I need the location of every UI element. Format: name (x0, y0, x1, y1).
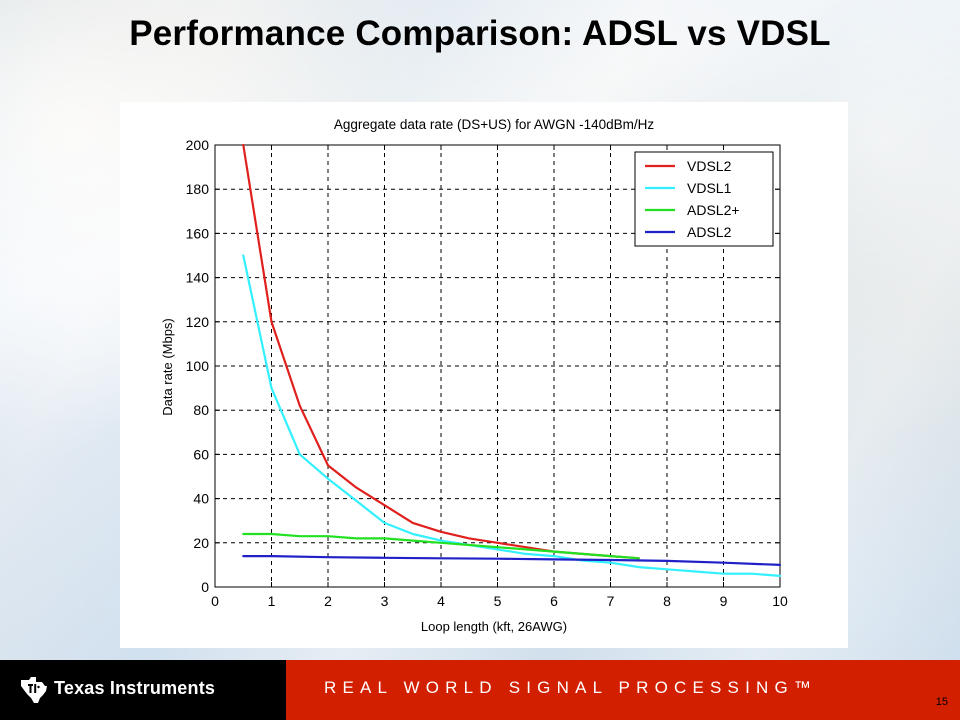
footer-slogan-area: REAL WORLD SIGNAL PROCESSING™ 15 (286, 660, 960, 720)
y-tick-label: 0 (201, 579, 209, 595)
legend-label: ADSL2+ (687, 202, 740, 218)
data-rate-chart: Aggregate data rate (DS+US) for AWGN -14… (120, 102, 848, 648)
x-axis-label: Loop length (kft, 26AWG) (421, 619, 567, 634)
x-tick-label: 5 (494, 593, 502, 609)
x-tick-label: 6 (550, 593, 558, 609)
x-tick-label: 4 (437, 593, 445, 609)
x-tick-label: 7 (607, 593, 615, 609)
y-tick-label: 60 (193, 446, 209, 462)
page-number: 15 (935, 696, 948, 708)
y-tick-label: 80 (193, 402, 209, 418)
footer-bar: Texas Instruments REAL WORLD SIGNAL PROC… (0, 660, 960, 720)
series-line-adsl2- (242, 532, 640, 560)
slide-title: Performance Comparison: ADSL vs VDSL (129, 14, 831, 53)
legend-label: VDSL1 (687, 180, 732, 196)
y-axis-label: Data rate (Mbps) (160, 318, 175, 416)
legend-label: ADSL2 (687, 224, 732, 240)
legend-box (634, 151, 774, 247)
x-tick-label: 3 (381, 593, 389, 609)
y-tick-label: 20 (193, 535, 209, 551)
y-tick-label: 100 (186, 358, 210, 374)
company-name: Texas Instruments (54, 678, 216, 698)
series-line-adsl2 (242, 555, 782, 566)
x-tick-label: 1 (268, 593, 276, 609)
y-tick-label: 180 (186, 181, 210, 197)
x-tick-label: 9 (720, 593, 728, 609)
y-tick-label: 160 (186, 225, 210, 241)
x-tick-label: 8 (663, 593, 671, 609)
y-tick-label: 200 (186, 137, 210, 153)
chart-title: Aggregate data rate (DS+US) for AWGN -14… (334, 117, 655, 132)
texas-instruments-logo-icon (21, 677, 47, 703)
slogan-text: REAL WORLD SIGNAL PROCESSING™ (324, 678, 818, 697)
footer-logo-area: Texas Instruments (0, 660, 286, 720)
y-tick-label: 40 (193, 491, 209, 507)
legend-label: VDSL2 (687, 158, 732, 174)
y-tick-label: 140 (186, 270, 210, 286)
x-tick-label: 0 (211, 593, 219, 609)
chart-panel: Aggregate data rate (DS+US) for AWGN -14… (120, 102, 848, 648)
x-tick-label: 10 (772, 593, 788, 609)
y-tick-label: 120 (186, 314, 210, 330)
series-line-vdsl1 (242, 254, 782, 577)
legend: VDSL2 VDSL1 ADSL2+ ADSL2 (634, 151, 774, 247)
x-tick-label: 2 (324, 593, 332, 609)
